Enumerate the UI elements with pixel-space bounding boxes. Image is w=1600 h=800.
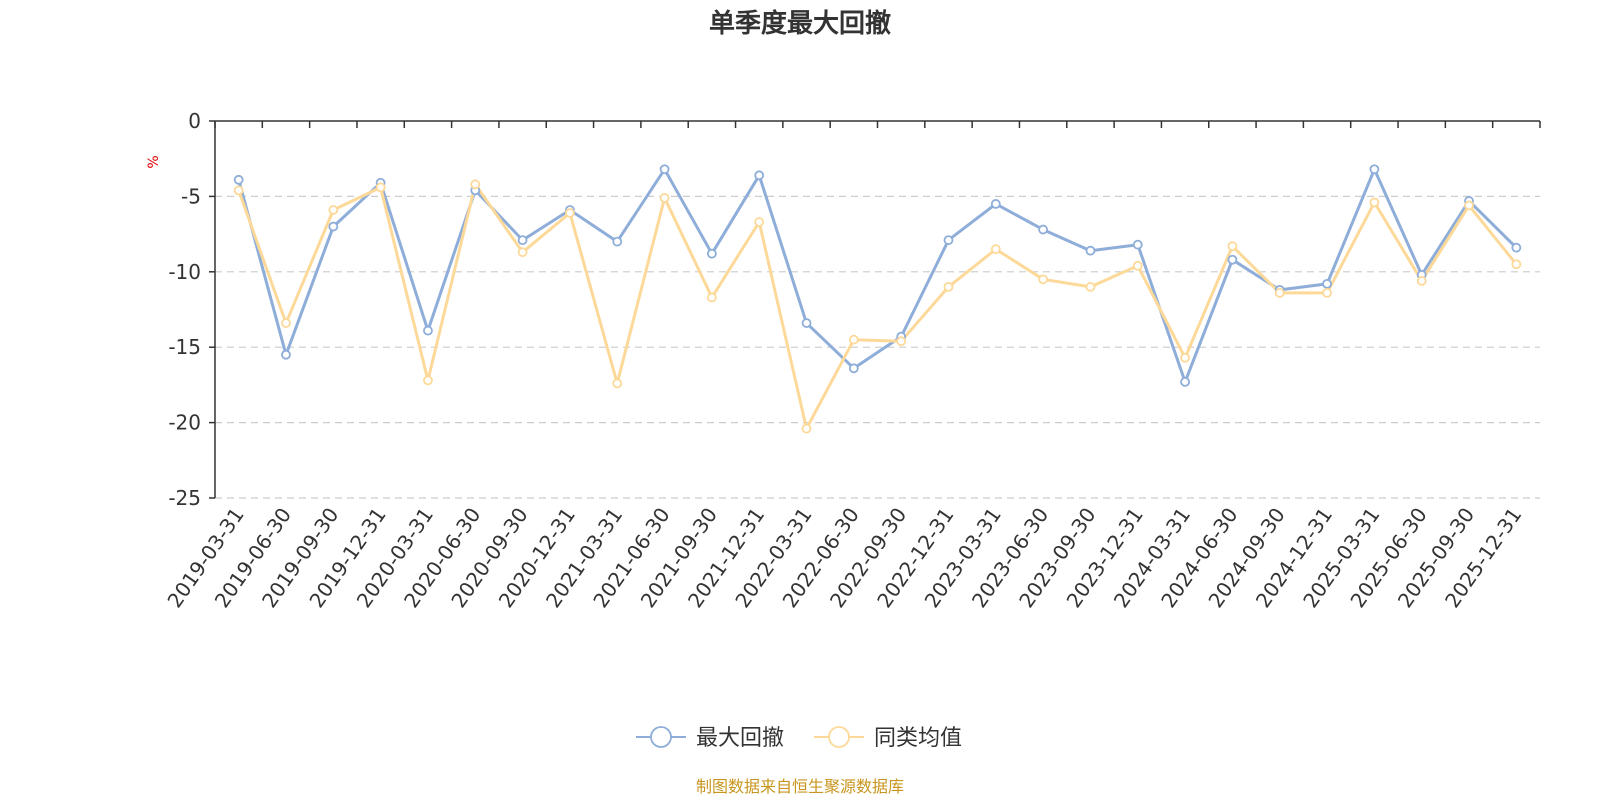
chart-title: 单季度最大回撤	[709, 8, 891, 39]
data-point-2	[943, 281, 954, 292]
data-point-1	[1038, 224, 1049, 235]
data-point-2	[801, 423, 812, 434]
y-tick-label: -20	[168, 411, 201, 435]
data-point-2	[423, 375, 433, 386]
y-tick-label: 0	[188, 109, 201, 133]
data-point-1	[990, 199, 1001, 209]
data-point-1	[754, 170, 765, 181]
data-point-2	[328, 205, 339, 215]
data-source-note: 制图数据来自恒生聚源数据库	[696, 777, 904, 796]
data-point-1	[1511, 242, 1522, 253]
data-point-1	[1132, 239, 1143, 250]
y-tick-label: -15	[168, 335, 201, 359]
data-point-2	[1511, 259, 1522, 270]
data-point-2	[1464, 200, 1474, 211]
y-tick-label: -25	[168, 486, 201, 510]
data-point-1	[1322, 278, 1332, 289]
legend-marker	[828, 726, 850, 748]
data-point-2	[565, 208, 575, 218]
data-point-1	[1369, 164, 1380, 175]
data-point-2	[375, 182, 386, 193]
y-tick-label: -10	[168, 260, 201, 284]
data-point-2	[896, 336, 907, 347]
data-point-2	[233, 185, 244, 196]
data-point-2	[281, 318, 291, 328]
data-point-1	[281, 349, 291, 360]
data-point-1	[328, 221, 339, 232]
data-point-1	[943, 235, 954, 246]
data-point-2	[1416, 275, 1427, 286]
data-point-2	[1227, 241, 1238, 252]
data-point-2	[1038, 274, 1049, 285]
data-point-2	[1322, 288, 1332, 298]
data-point-1	[1085, 245, 1096, 256]
data-point-2	[1274, 288, 1285, 298]
legend-item-2[interactable]: 同类均值	[814, 726, 962, 751]
data-point-1	[517, 235, 528, 246]
data-point-2	[1180, 352, 1190, 363]
legend-item-1[interactable]: 最大回撤	[636, 726, 784, 751]
data-point-2	[848, 334, 859, 345]
legend-label: 同类均值	[874, 726, 962, 751]
legend[interactable]: 最大回撤 同类均值	[636, 726, 962, 751]
y-tick-label: -5	[181, 184, 201, 208]
data-point-2	[470, 179, 481, 190]
data-point-2	[517, 247, 528, 258]
data-point-1	[659, 164, 670, 175]
series-lines	[233, 164, 1522, 434]
data-point-1	[423, 325, 433, 336]
data-point-1	[233, 174, 244, 185]
axes: 0-5-10-15-20-252019-03-312019-06-302019-…	[162, 109, 1541, 612]
data-point-2	[1369, 197, 1380, 208]
data-point-1	[1180, 376, 1190, 387]
data-point-1	[1227, 254, 1238, 265]
legend-label: 最大回撤	[696, 726, 784, 751]
series-line-1	[237, 167, 1518, 384]
data-point-2	[1132, 260, 1143, 271]
y-axis-unit: %	[146, 155, 162, 168]
legend-marker	[650, 726, 672, 748]
data-point-2	[990, 244, 1001, 255]
data-point-2	[706, 292, 717, 303]
data-point-2	[659, 193, 670, 203]
data-point-2	[754, 217, 765, 227]
data-point-1	[706, 248, 717, 259]
data-point-2	[612, 378, 623, 389]
data-point-2	[1085, 281, 1096, 292]
data-point-1	[801, 318, 812, 328]
data-point-1	[612, 236, 623, 247]
series-line-2	[237, 182, 1518, 431]
grid-lines	[215, 195, 1540, 499]
data-point-1	[848, 363, 859, 374]
